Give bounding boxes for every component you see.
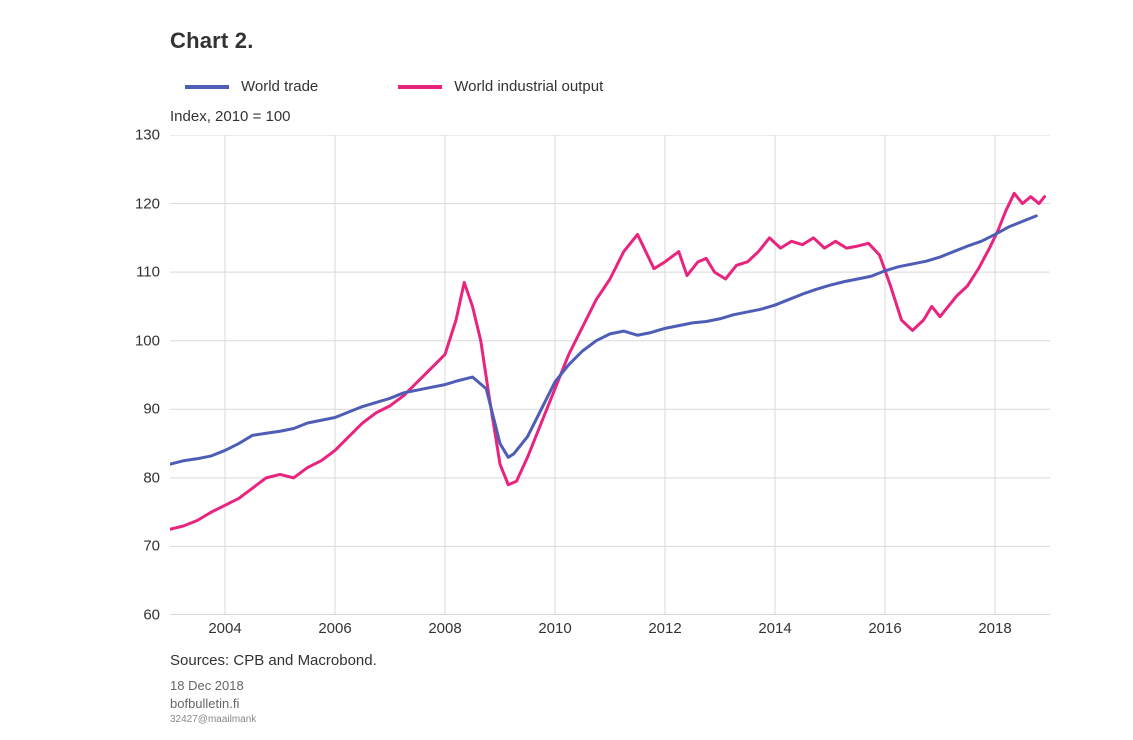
- footer-ref: 32427@maailmank: [170, 713, 256, 727]
- y-tick: 110: [112, 264, 160, 281]
- y-tick: 100: [112, 332, 160, 349]
- chart-title: Chart 2.: [170, 28, 254, 54]
- x-tick: 2018: [978, 620, 1011, 637]
- footer: 18 Dec 2018 bofbulletin.fi 32427@maailma…: [170, 677, 256, 726]
- x-tick: 2010: [538, 620, 571, 637]
- y-tick: 70: [112, 538, 160, 555]
- x-tick: 2008: [428, 620, 461, 637]
- y-tick: 80: [112, 469, 160, 486]
- legend-swatch-b: [398, 85, 442, 89]
- x-tick: 2016: [868, 620, 901, 637]
- legend: World trade World industrial output: [185, 78, 603, 95]
- y-tick: 60: [112, 607, 160, 624]
- y-tick: 120: [112, 195, 160, 212]
- y-tick: 90: [112, 401, 160, 418]
- chart-container: Chart 2. World trade World industrial ou…: [0, 0, 1133, 740]
- y-axis-label: Index, 2010 = 100: [170, 108, 291, 125]
- footer-date: 18 Dec 2018: [170, 677, 256, 695]
- y-tick: 130: [112, 127, 160, 144]
- x-tick: 2014: [758, 620, 791, 637]
- legend-item-a: World trade: [185, 78, 318, 95]
- legend-swatch-a: [185, 85, 229, 89]
- x-tick: 2006: [318, 620, 351, 637]
- plot-area: [170, 135, 1050, 615]
- legend-label-b: World industrial output: [454, 78, 603, 95]
- legend-label-a: World trade: [241, 78, 318, 95]
- x-tick: 2004: [208, 620, 241, 637]
- plot-svg: [170, 135, 1050, 615]
- footer-site: bofbulletin.fi: [170, 695, 256, 713]
- legend-item-b: World industrial output: [398, 78, 603, 95]
- x-tick: 2012: [648, 620, 681, 637]
- source-line: Sources: CPB and Macrobond.: [170, 652, 377, 669]
